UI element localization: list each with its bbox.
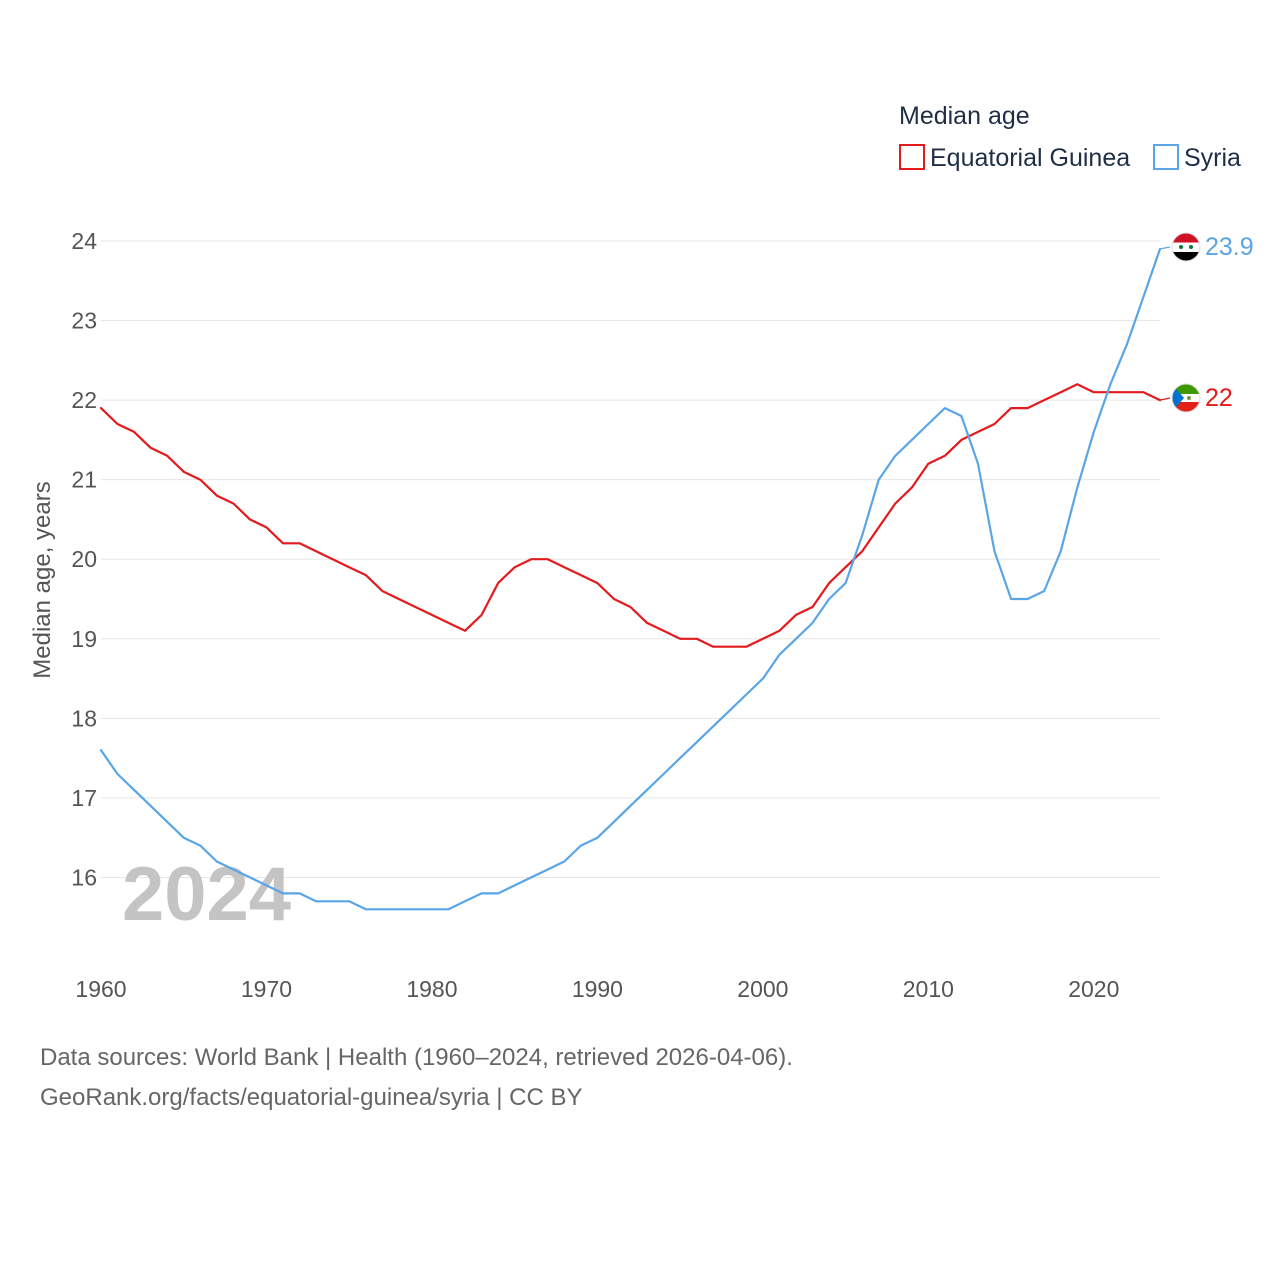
year-watermark: 2024: [122, 852, 291, 937]
y-tick-label: 17: [71, 785, 97, 811]
x-tick-label: 1960: [75, 976, 126, 1002]
x-tick-label: 1990: [572, 976, 623, 1002]
legend-title: Median age: [899, 102, 1030, 130]
series-lines: [99, 247, 1162, 911]
x-tick-label: 1980: [406, 976, 457, 1002]
legend: Median age Equatorial Guinea Syria: [899, 102, 1241, 172]
legend-swatch: [1153, 144, 1179, 170]
credit-line: GeoRank.org/facts/equatorial-guinea/syri…: [40, 1084, 583, 1111]
syria-flag: [1172, 233, 1200, 261]
end-value-label: 22: [1205, 384, 1233, 412]
y-tick-label: 23: [71, 308, 97, 334]
legend-label: Equatorial Guinea: [930, 144, 1130, 172]
end-labels: 22 23.9: [1159, 232, 1254, 413]
end-connector: [1159, 397, 1171, 401]
x-tick-label: 2010: [903, 976, 954, 1002]
end-value-label: 23.9: [1205, 233, 1254, 261]
y-tick-label: 24: [71, 228, 97, 254]
end-connector: [1159, 246, 1171, 250]
y-tick-label: 20: [71, 546, 97, 572]
series-line-equatorial-guinea: [99, 383, 1162, 648]
y-tick-label: 19: [71, 626, 97, 652]
legend-swatch: [899, 144, 925, 170]
x-tick-label: 2020: [1068, 976, 1119, 1002]
axis-ticks: 16 17 18 19 20 21 22 23 24 1960 1970 1980 1990 2000 20…: [71, 228, 1119, 1002]
legend-label: Syria: [1184, 144, 1241, 172]
y-tick-label: 18: [71, 705, 97, 731]
equatorial-guinea-flag: [1172, 384, 1200, 412]
series-line-syria: [99, 247, 1162, 911]
y-tick-label: 22: [71, 387, 97, 413]
y-axis-title: Median age, years: [29, 481, 56, 678]
x-tick-label: 2000: [737, 976, 788, 1002]
y-tick-label: 16: [71, 864, 97, 890]
data-source-note: Data sources: World Bank | Health (1960–…: [40, 1044, 793, 1071]
x-tick-label: 1970: [241, 976, 292, 1002]
gridlines: [101, 240, 1160, 878]
y-tick-label: 21: [71, 467, 97, 493]
